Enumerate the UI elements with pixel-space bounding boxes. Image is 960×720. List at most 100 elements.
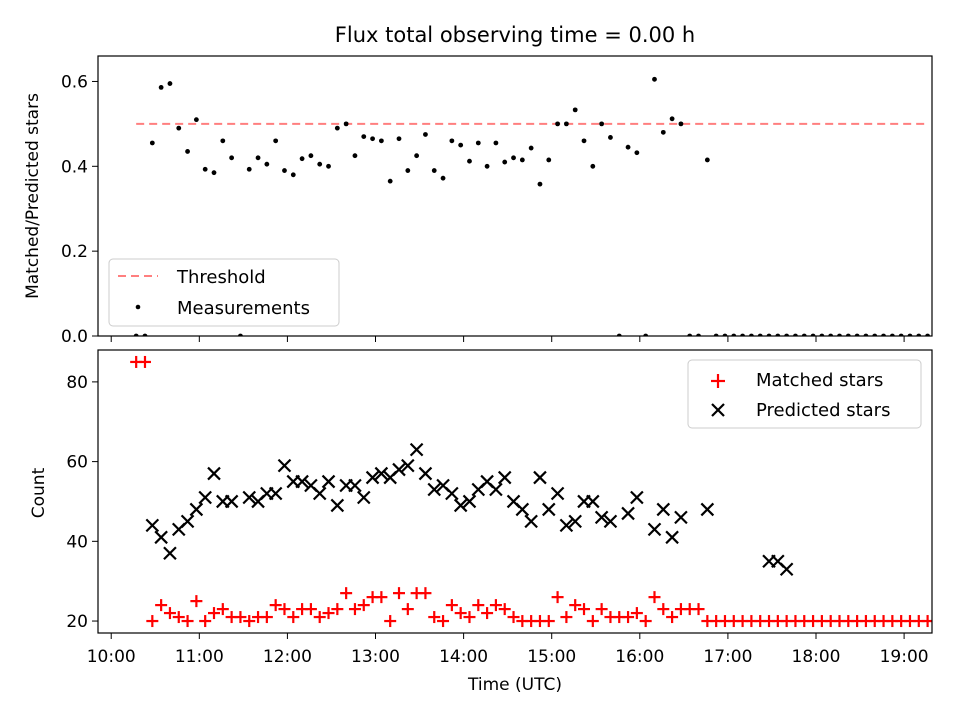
measurement-point — [220, 138, 226, 144]
x-tick-label: 17:00 — [703, 647, 752, 667]
measurements-legend-swatch — [135, 304, 141, 310]
predicted-star-point — [453, 498, 468, 513]
measurement-point — [467, 158, 472, 164]
matched-legend-label: Matched stars — [756, 370, 883, 391]
predicted-star-point — [541, 502, 556, 517]
matched-star-point — [666, 611, 679, 624]
predicted-star-point — [586, 494, 600, 509]
measurement-point — [185, 149, 190, 154]
predicted-star-point — [295, 474, 309, 489]
top-y-axis-ticks: 0.0 0.2 0.4 0.6 — [61, 72, 98, 347]
matched-star-point — [216, 603, 229, 616]
measurement-point — [634, 150, 640, 156]
predicted-star-point — [268, 486, 283, 501]
matched-star-point — [401, 603, 414, 616]
matched-star-point — [657, 603, 670, 616]
x-tick-label: 13:00 — [351, 647, 400, 667]
predicted-star-point — [497, 470, 512, 485]
x-tick-label: 18:00 — [792, 647, 841, 667]
top-y-tick-label: 0.2 — [61, 242, 88, 262]
matched-star-point — [287, 611, 300, 624]
matched-star-point — [207, 607, 220, 620]
predicted-star-point — [180, 514, 195, 529]
x-tick-label: 16:00 — [615, 647, 664, 667]
predicted-star-point — [674, 510, 688, 525]
measurement-point — [229, 155, 235, 161]
measurement-point — [343, 121, 349, 127]
measurement-point — [317, 161, 323, 167]
matched-star-point — [243, 615, 256, 628]
top-x-axis-ticks — [110, 336, 905, 342]
matched-star-point — [472, 599, 485, 612]
count-points-layer — [130, 355, 932, 628]
matched-star-point — [155, 599, 168, 612]
top-legend-box — [108, 258, 340, 327]
chart-title: Flux total observing time = 0.00 h — [335, 23, 695, 47]
matched-star-point — [375, 591, 388, 604]
top-y-axis-label: Matched/Predicted stars — [23, 93, 43, 299]
matched-star-point — [437, 615, 450, 628]
matched-star-point — [454, 607, 467, 620]
measurement-point — [660, 129, 666, 135]
bottom-legend: Matched stars Predicted stars — [687, 359, 922, 429]
measurement-point — [361, 134, 367, 140]
top-plot-frame — [97, 55, 933, 337]
measurement-point — [308, 153, 314, 159]
matched-star-point — [481, 607, 494, 620]
matched-star-point — [278, 603, 291, 616]
bottom-plot-frame — [97, 349, 933, 634]
measurement-point — [625, 144, 631, 150]
matched-star-point — [163, 607, 176, 620]
matched-star-point — [569, 599, 582, 612]
measurement-point — [202, 166, 208, 172]
x-tick-label: 12:00 — [263, 647, 312, 667]
predicted-star-point — [779, 562, 794, 577]
predicted-star-point — [321, 474, 336, 489]
measurement-point — [528, 145, 534, 151]
matched-star-point — [322, 607, 335, 620]
measurement-point — [396, 136, 402, 142]
measurement-point — [211, 170, 217, 176]
matched-star-point — [489, 599, 502, 612]
measurement-point — [158, 84, 164, 90]
predicted-legend-swatch — [711, 403, 725, 417]
top-y-tick-label: 0.0 — [61, 327, 88, 347]
bottom-y-tick-label: 60 — [66, 453, 88, 473]
x-tick-label: 15:00 — [527, 647, 576, 667]
predicted-star-point — [489, 482, 503, 497]
predicted-star-point — [163, 546, 177, 561]
top-legend: Threshold Measurements — [108, 258, 340, 327]
matched-star-point — [463, 611, 476, 624]
measurement-point — [334, 125, 340, 131]
matched-star-point — [630, 607, 643, 620]
measurement-point — [449, 138, 455, 144]
measurement-point — [519, 157, 525, 163]
predicted-star-point — [568, 514, 582, 529]
matched-star-point — [393, 587, 406, 600]
predicted-star-point — [365, 470, 380, 485]
measurement-point — [493, 140, 499, 146]
measurement-point — [590, 163, 596, 169]
predicted-star-point — [656, 502, 671, 517]
matched-star-point — [542, 615, 555, 628]
predicted-star-point — [207, 466, 221, 481]
predicted-star-point — [154, 530, 168, 545]
bottom-legend-box — [687, 359, 922, 429]
predicted-star-point — [524, 514, 538, 529]
matched-star-point — [428, 611, 441, 624]
matched-star-point — [639, 615, 652, 628]
measurement-point — [414, 153, 420, 159]
matched-star-point — [586, 615, 599, 628]
bottom-x-axis-ticks: 10:00 11:00 12:00 13:00 14:00 15:00 16:00 17:00… — [87, 633, 929, 667]
matched-star-point — [304, 603, 317, 616]
matched-star-point — [181, 615, 194, 628]
measurement-point — [246, 166, 252, 172]
predicted-star-point — [594, 510, 609, 525]
x-tick-label: 10:00 — [87, 647, 136, 667]
threshold-legend-label: Threshold — [176, 267, 266, 288]
measurement-point — [273, 138, 279, 144]
matched-star-point — [507, 611, 520, 624]
matched-star-point — [269, 599, 282, 612]
predicted-star-point — [462, 494, 477, 509]
matched-star-point — [199, 615, 212, 628]
